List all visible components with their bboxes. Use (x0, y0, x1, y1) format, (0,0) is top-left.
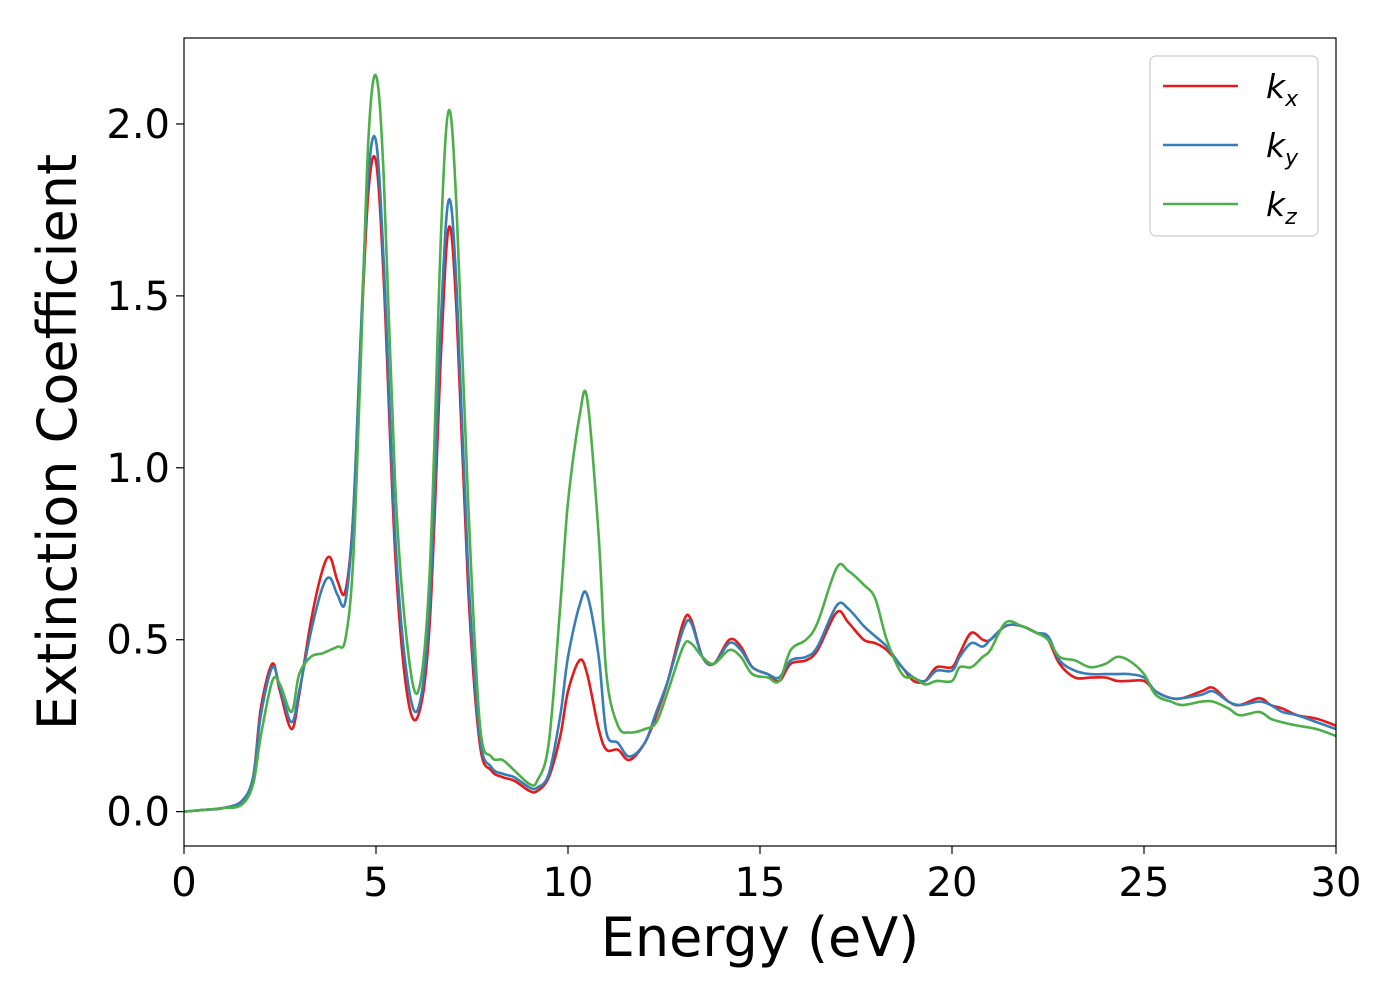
series-group (184, 73, 1336, 813)
x-tick-label: 15 (735, 860, 786, 906)
y-tick-label: 0.5 (106, 618, 170, 664)
y-tick-label: 2.0 (106, 102, 170, 148)
legend-label-k-y: ky (1266, 126, 1299, 171)
y-axis: 0.0 0.5 1.0 1.5 2.0 (106, 102, 184, 836)
x-tick-label: 5 (363, 860, 388, 906)
y-tick-label: 1.5 (106, 274, 170, 320)
x-tick-label: 30 (1311, 860, 1362, 906)
y-axis-label: Extinction Coefficient (26, 154, 89, 730)
x-tick-label: 20 (927, 860, 978, 906)
legend-label-k-z: kz (1266, 185, 1297, 230)
x-axis-label: Energy (eV) (601, 906, 920, 969)
series-line-k-z (184, 73, 1336, 813)
x-axis: 0 5 10 15 20 25 30 (171, 846, 1361, 906)
x-tick-label: 0 (171, 860, 196, 906)
legend: kx ky kz (1149, 55, 1319, 237)
legend-label-k-x: kx (1266, 67, 1299, 112)
y-tick-label: 1.0 (106, 446, 170, 492)
x-tick-label: 10 (543, 860, 594, 906)
y-tick-label: 0.0 (106, 790, 170, 836)
x-tick-label: 25 (1119, 860, 1170, 906)
